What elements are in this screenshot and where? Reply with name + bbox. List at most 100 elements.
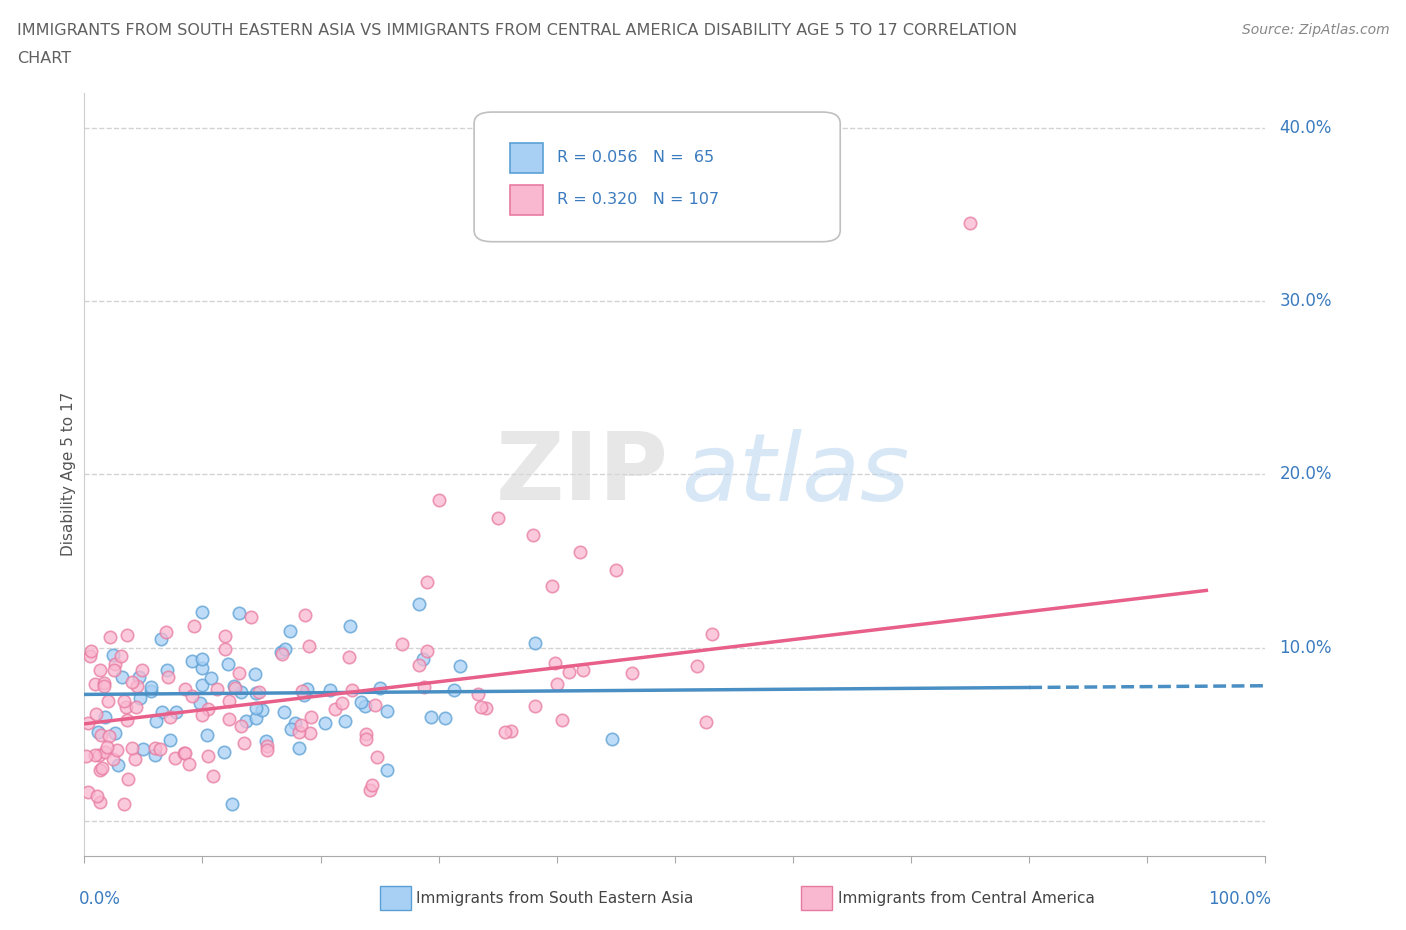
Point (84, 677, 107, 692)
Point (245, 711, 267, 725)
Point (197, 748, 219, 763)
Point (290, 718, 312, 733)
Point (363, 698, 385, 713)
Y-axis label: Disability Age 5 to 17: Disability Age 5 to 17 (60, 392, 76, 556)
Bar (509, 184, 543, 215)
Point (621, 666, 644, 681)
Point (77, 784, 100, 799)
Point (214, 642, 236, 657)
Point (494, 725, 516, 740)
Point (149, 741, 172, 756)
Point (273, 704, 295, 719)
Point (98, 629, 121, 644)
Text: 0.0%: 0.0% (79, 890, 121, 908)
Text: 20.0%: 20.0% (1279, 465, 1331, 484)
Text: atlas: atlas (681, 429, 910, 520)
Point (486, 511, 509, 525)
Point (183, 618, 205, 633)
Point (200, 671, 222, 685)
Point (86, 789, 108, 804)
Point (222, 679, 245, 694)
Point (159, 732, 181, 747)
FancyBboxPatch shape (474, 113, 841, 242)
Point (391, 636, 413, 651)
Point (112, 693, 135, 708)
Point (177, 757, 200, 772)
Point (412, 680, 434, 695)
Point (180, 654, 202, 669)
Bar (509, 142, 543, 173)
Point (247, 684, 270, 699)
Point (959, 216, 981, 231)
Point (337, 649, 360, 664)
Point (325, 701, 347, 716)
Point (197, 701, 219, 716)
Point (125, 699, 148, 714)
Point (190, 708, 212, 723)
Point (228, 605, 250, 620)
Point (339, 618, 361, 633)
Point (467, 687, 489, 702)
Point (354, 698, 377, 713)
Text: Source: ZipAtlas.com: Source: ZipAtlas.com (1241, 23, 1389, 37)
Point (214, 629, 236, 644)
Point (173, 682, 195, 697)
Point (408, 658, 430, 672)
Text: 40.0%: 40.0% (1279, 119, 1331, 137)
Point (86, 724, 108, 739)
Point (685, 658, 707, 673)
Point (97, 728, 120, 743)
Point (217, 657, 239, 671)
Point (449, 658, 471, 673)
Point (470, 699, 492, 714)
Point (298, 726, 321, 741)
Point (155, 625, 177, 640)
Point (375, 704, 398, 719)
Point (235, 713, 257, 728)
Point (695, 714, 717, 729)
Point (103, 647, 125, 662)
Point (702, 627, 724, 642)
Point (288, 724, 311, 739)
Point (605, 562, 627, 577)
Point (254, 734, 277, 749)
Point (80, 644, 103, 658)
Text: R = 0.320   N = 107: R = 0.320 N = 107 (557, 193, 718, 207)
Text: IMMIGRANTS FROM SOUTH EASTERN ASIA VS IMMIGRANTS FROM CENTRAL AMERICA DISABILITY: IMMIGRANTS FROM SOUTH EASTERN ASIA VS IM… (17, 23, 1017, 38)
Point (298, 638, 321, 653)
Point (224, 681, 246, 696)
Point (150, 705, 173, 720)
Point (191, 651, 214, 666)
Text: R = 0.056   N =  65: R = 0.056 N = 65 (557, 151, 714, 166)
Point (202, 768, 225, 783)
Point (115, 627, 138, 642)
Point (356, 732, 378, 747)
Point (139, 680, 162, 695)
Text: 30.0%: 30.0% (1279, 292, 1331, 310)
Point (499, 724, 522, 738)
Point (115, 700, 138, 715)
Point (110, 648, 132, 663)
Point (245, 667, 267, 682)
Text: 10.0%: 10.0% (1279, 639, 1331, 657)
Point (121, 740, 143, 755)
Point (245, 700, 267, 715)
Point (173, 745, 195, 760)
Point (107, 758, 129, 773)
Point (84, 748, 107, 763)
Point (569, 545, 592, 560)
Point (541, 579, 564, 594)
Point (427, 493, 450, 508)
Point (239, 609, 262, 624)
Point (571, 662, 593, 677)
Point (420, 710, 443, 724)
Point (93, 710, 115, 724)
Point (284, 715, 307, 730)
Point (156, 670, 179, 684)
Point (218, 694, 240, 709)
Point (361, 777, 384, 792)
Point (156, 662, 179, 677)
Point (165, 705, 187, 720)
Point (270, 644, 292, 659)
Point (101, 751, 124, 766)
